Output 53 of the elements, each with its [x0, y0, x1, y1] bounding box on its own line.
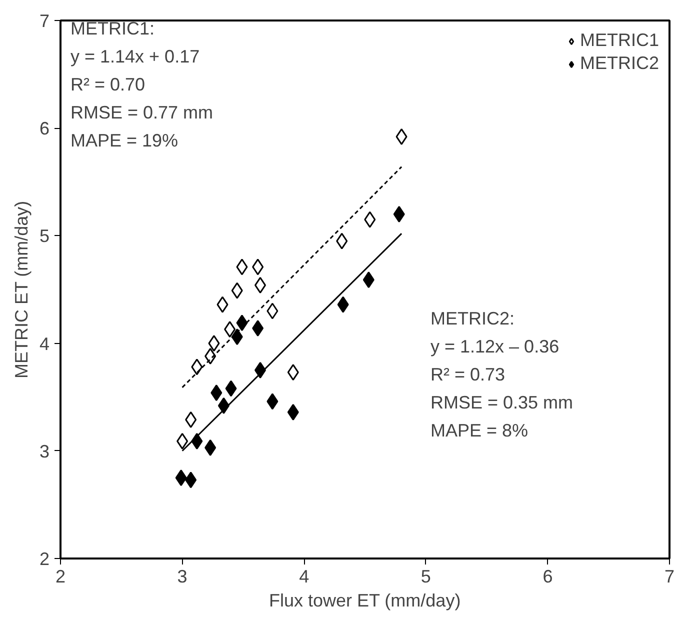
y-tick-label: 6 [39, 118, 50, 139]
point [337, 296, 349, 313]
point [236, 258, 248, 276]
y-tick-label: 5 [39, 226, 50, 246]
annotation: y = 1.14x + 0.17 [70, 46, 200, 66]
x-tick-label: 7 [664, 566, 675, 586]
x-tick-label: 2 [55, 566, 66, 586]
point [216, 296, 228, 313]
point [393, 206, 405, 222]
point [231, 328, 243, 346]
point [224, 321, 236, 338]
point [287, 404, 299, 420]
point [236, 314, 248, 332]
point [185, 472, 197, 488]
y-axis-title: METRIC ET (mm/day) [11, 200, 32, 378]
point [336, 232, 348, 250]
annotation: MAPE = 19% [70, 130, 178, 150]
annotation: RMSE = 0.77 mm [70, 102, 214, 122]
point [176, 432, 188, 450]
annotation: METRIC1: [70, 18, 155, 38]
x-tick-label: 3 [177, 566, 188, 586]
point [266, 302, 278, 320]
legend-label: METRIC1 [580, 30, 659, 51]
annotation: METRIC2: [430, 308, 515, 328]
point [287, 364, 299, 381]
annotation: RMSE = 0.35 mm [430, 392, 574, 412]
point [231, 282, 243, 299]
point [252, 320, 264, 336]
point [364, 211, 376, 228]
point [396, 128, 408, 145]
legend-label: METRIC2 [580, 53, 659, 74]
annotation: y = 1.12x – 0.36 [430, 336, 560, 356]
point [225, 380, 237, 397]
point [208, 335, 220, 352]
annotation: R² = 0.70 [70, 74, 146, 94]
x-tick-label: 4 [299, 566, 310, 586]
y-tick-label: 3 [39, 441, 50, 462]
point [252, 258, 264, 276]
point [191, 358, 203, 376]
annotation: R² = 0.73 [430, 364, 506, 384]
x-tick-label: 5 [420, 566, 431, 586]
y-tick-label: 2 [39, 549, 50, 569]
point [266, 393, 278, 410]
point [175, 470, 187, 486]
point [210, 384, 222, 402]
point [185, 411, 197, 428]
point [204, 439, 216, 456]
x-tick-label: 6 [542, 566, 553, 586]
point [362, 272, 374, 288]
annotation: MAPE = 8% [430, 420, 528, 440]
x-axis-title: Flux tower ET (mm/day) [268, 590, 461, 610]
y-tick-label: 7 [39, 11, 50, 31]
y-tick-label: 4 [39, 334, 50, 354]
